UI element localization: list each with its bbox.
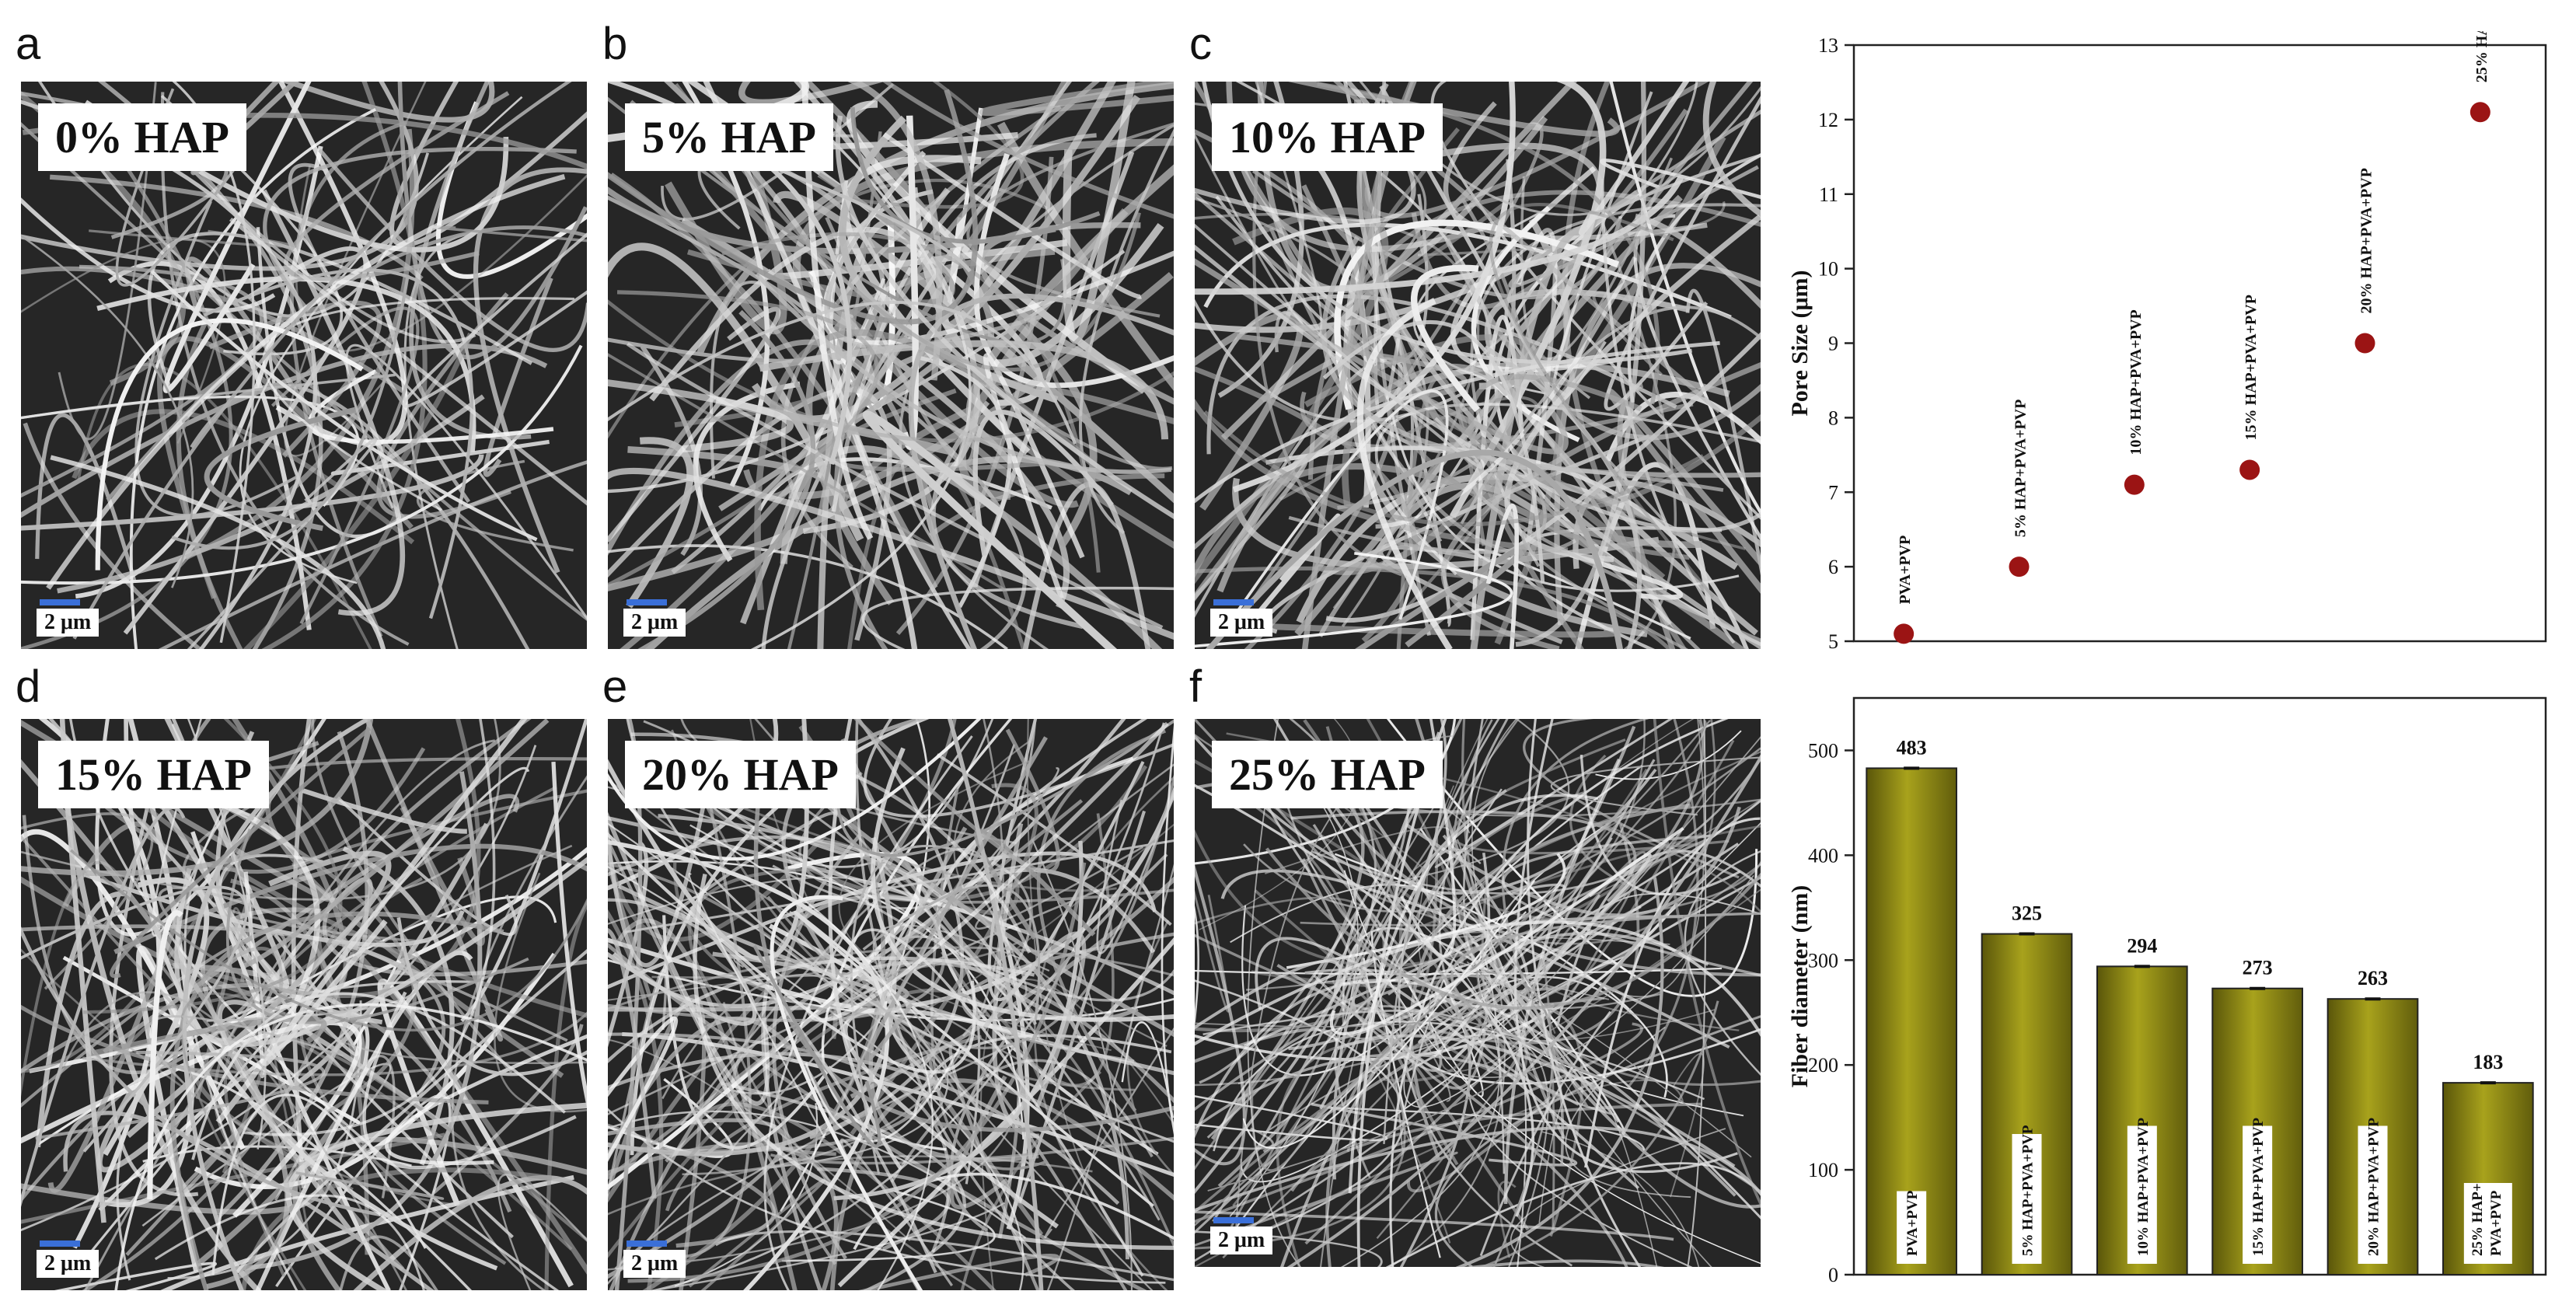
- fiber-network: [1195, 82, 1761, 649]
- point-label: 5% HAP+PVA+PVP: [2012, 400, 2030, 537]
- scale-bar: 2 μm: [1210, 599, 1273, 637]
- point-label: PVA+PVP: [1897, 536, 1914, 605]
- data-point: [2470, 102, 2490, 123]
- sem-image-10-hap: 10% HAP 2 μm: [1195, 82, 1761, 649]
- hap-label: 10% HAP: [1212, 103, 1443, 171]
- category-label: PVA+PVP: [2488, 1190, 2504, 1256]
- y-tick-label: 13: [1818, 34, 1838, 57]
- y-tick-label: 200: [1808, 1054, 1838, 1076]
- y-tick-label: 12: [1818, 109, 1838, 131]
- hap-label: 5% HAP: [625, 103, 833, 171]
- panel-letter-a: a: [16, 19, 41, 69]
- y-axis-label: Fiber diameter (nm): [1787, 885, 1813, 1088]
- y-tick-label: 11: [1819, 183, 1838, 206]
- panel-letter-b: b: [602, 19, 628, 69]
- category-label-box: [2243, 1125, 2273, 1264]
- scale-bar: 2 μm: [623, 1240, 686, 1278]
- y-tick-label: 6: [1828, 556, 1838, 578]
- category-label-box: [2463, 1183, 2512, 1264]
- sem-image-25-hap: 25% HAP 2 μm: [1195, 719, 1761, 1267]
- data-point: [2354, 333, 2375, 354]
- y-tick-label: 500: [1808, 739, 1838, 762]
- panel-letter-e: e: [602, 661, 628, 712]
- fiber-network: [21, 719, 587, 1290]
- point-label: 10% HAP+PVA+PVP: [2127, 309, 2145, 455]
- category-label: 15% HAP+PVA+PVP: [2250, 1118, 2267, 1256]
- panel-letter-f: f: [1189, 661, 1202, 712]
- category-label: PVA+PVP: [1904, 1190, 1921, 1256]
- bar-value-label: 273: [2243, 957, 2273, 979]
- bar-value-label: 294: [2127, 934, 2157, 957]
- scale-bar-label: 2 μm: [1210, 609, 1273, 637]
- fiber-network: [608, 719, 1174, 1290]
- sem-image-0-hap: 0% HAP 2 μm: [21, 82, 587, 649]
- y-tick-label: 10: [1818, 258, 1838, 281]
- scale-bar-label: 2 μm: [623, 1250, 686, 1278]
- sem-image-20-hap: 20% HAP 2 μm: [608, 719, 1174, 1290]
- scale-bar: 2 μm: [623, 599, 686, 637]
- y-tick-label: 100: [1808, 1159, 1838, 1181]
- fiber-network: [1195, 719, 1761, 1267]
- category-label-box: [2127, 1125, 2157, 1264]
- bar: [1866, 767, 1958, 1275]
- y-tick-label: 5: [1828, 630, 1838, 653]
- data-point: [1894, 623, 1915, 644]
- fiber-diameter-chart: 0 100 200 300 400 500 Fiber diameter (nm) 483 PV…: [1787, 696, 2547, 1286]
- y-tick-label: 8: [1828, 407, 1838, 429]
- y-tick-label: 0: [1828, 1264, 1838, 1286]
- y-tick-label: 400: [1808, 844, 1838, 867]
- point-label: 25% HAP+PVA+PVP: [2473, 31, 2490, 82]
- data-point: [2124, 474, 2145, 495]
- point-label: 15% HAP+PVA+PVP: [2243, 295, 2260, 440]
- plot-frame: [1852, 44, 2547, 643]
- sem-image-5-hap: 5% HAP 2 μm: [608, 82, 1174, 649]
- y-axis-label: Pore Size (μm): [1787, 270, 1813, 416]
- hap-label: 0% HAP: [38, 103, 246, 171]
- category-label: 10% HAP+PVA+PVP: [2135, 1118, 2152, 1256]
- data-point: [2239, 459, 2260, 480]
- bar-value-label: 263: [2358, 967, 2388, 989]
- y-tick-label: 9: [1828, 333, 1838, 355]
- y-tick-label: 300: [1808, 949, 1838, 972]
- hap-label: 15% HAP: [38, 741, 269, 808]
- point-label: 20% HAP+PVA+PVP: [2358, 168, 2375, 313]
- category-label: 25% HAP+: [2470, 1183, 2486, 1256]
- bar-value-label: 183: [2473, 1051, 2503, 1073]
- scale-bar: 2 μm: [37, 599, 99, 637]
- scale-bar: 2 μm: [37, 1240, 99, 1278]
- panel-letter-d: d: [16, 661, 41, 712]
- category-label-box: [1897, 1191, 1927, 1264]
- scale-bar-label: 2 μm: [1210, 1226, 1273, 1254]
- category-label: 5% HAP+PVA+PVP: [2020, 1125, 2037, 1256]
- y-tick-label: 7: [1828, 481, 1838, 504]
- bar-value-label: 483: [1897, 736, 1927, 759]
- pore-size-chart: 5 6 7 8 9 10 11 12 13 Pore Size (μm) PVA+PVP 5% HAP…: [1787, 31, 2547, 653]
- category-label: 20% HAP+PVA+PVP: [2366, 1118, 2382, 1256]
- panel-letter-c: c: [1189, 19, 1212, 69]
- scale-bar: 2 μm: [1210, 1217, 1273, 1254]
- bar-value-label: 325: [2012, 902, 2042, 925]
- scale-bar-label: 2 μm: [37, 1250, 99, 1278]
- scale-bar-label: 2 μm: [37, 609, 99, 637]
- fiber-network: [21, 82, 587, 649]
- data-point: [2009, 557, 2030, 577]
- category-label-box: [2012, 1134, 2042, 1264]
- category-label-box: [2358, 1125, 2388, 1264]
- plot-frame: [1852, 696, 2547, 1276]
- sem-image-15-hap: 15% HAP 2 μm: [21, 719, 587, 1290]
- scale-bar-label: 2 μm: [623, 609, 686, 637]
- hap-label: 20% HAP: [625, 741, 856, 808]
- hap-label: 25% HAP: [1212, 741, 1443, 808]
